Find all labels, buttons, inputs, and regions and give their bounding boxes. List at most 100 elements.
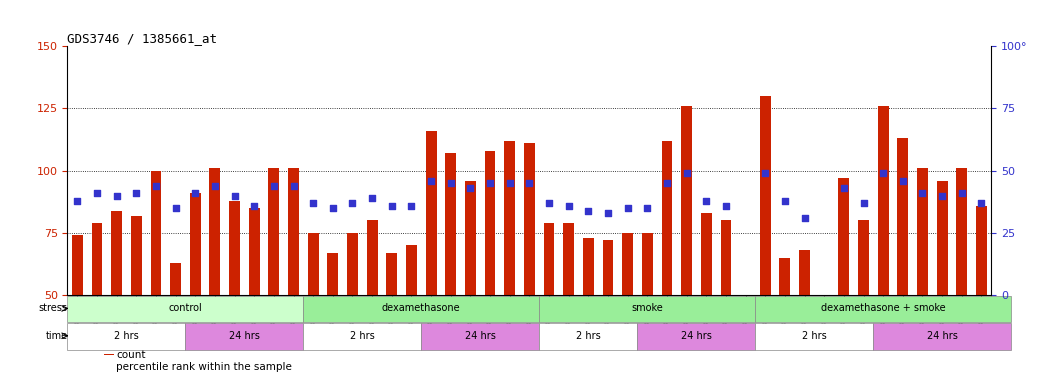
Bar [445, 153, 456, 295]
Point [954, 190, 971, 196]
Bar [681, 106, 692, 295]
Text: percentile rank within the sample: percentile rank within the sample [116, 362, 292, 372]
Bar [936, 180, 948, 295]
Bar [564, 223, 574, 295]
Bar [756, 296, 1011, 322]
Text: 2 hrs: 2 hrs [576, 331, 601, 341]
Text: control: control [168, 303, 202, 313]
Text: stress: stress [38, 303, 67, 313]
Point [776, 197, 793, 204]
Bar [898, 138, 908, 295]
Bar [249, 208, 260, 295]
Bar [131, 215, 141, 295]
Point [187, 190, 203, 196]
Bar [661, 141, 673, 295]
Bar [878, 106, 889, 295]
Bar [170, 263, 181, 295]
Point [69, 197, 85, 204]
Point [895, 177, 911, 184]
Bar [524, 143, 535, 295]
Bar [760, 96, 770, 295]
Point [108, 192, 125, 199]
Bar [485, 151, 495, 295]
Point [501, 180, 518, 186]
Bar [210, 168, 220, 295]
Text: count: count [116, 349, 145, 359]
Bar [366, 220, 378, 295]
Bar [780, 258, 790, 295]
Bar [303, 323, 421, 349]
Point [403, 202, 419, 209]
Bar [111, 210, 122, 295]
Bar [976, 205, 987, 295]
Bar [637, 323, 756, 349]
Bar [603, 240, 613, 295]
Text: GDS3746 / 1385661_at: GDS3746 / 1385661_at [67, 32, 218, 45]
Text: 2 hrs: 2 hrs [350, 331, 375, 341]
Point [678, 170, 694, 176]
Point [541, 200, 557, 206]
Bar [386, 253, 398, 295]
Point [128, 190, 144, 196]
Point [796, 215, 813, 221]
Point [462, 185, 479, 191]
Point [737, 305, 754, 311]
Point [147, 182, 164, 189]
Point [580, 207, 597, 214]
Bar [756, 323, 873, 349]
Bar [583, 238, 594, 295]
Bar [465, 180, 475, 295]
Bar [303, 296, 539, 322]
Text: dexamethasone + smoke: dexamethasone + smoke [821, 303, 946, 313]
Bar [67, 323, 186, 349]
Bar [151, 170, 161, 295]
Point [974, 200, 990, 206]
Point [167, 205, 184, 211]
Bar [105, 354, 114, 355]
Bar [622, 233, 633, 295]
Point [246, 202, 263, 209]
Point [600, 210, 617, 216]
Bar [701, 213, 712, 295]
Bar [504, 141, 515, 295]
Point [266, 182, 282, 189]
Point [561, 202, 577, 209]
Text: 2 hrs: 2 hrs [802, 331, 826, 341]
Bar [186, 323, 303, 349]
Bar [918, 168, 928, 295]
Bar [539, 296, 756, 322]
Point [934, 192, 951, 199]
Point [207, 182, 223, 189]
Point [659, 180, 676, 186]
Point [325, 205, 342, 211]
Point [639, 205, 656, 211]
Bar [67, 296, 303, 322]
Point [422, 177, 439, 184]
Bar [426, 131, 437, 295]
Bar [799, 250, 810, 295]
Bar [229, 200, 240, 295]
Point [757, 170, 773, 176]
Point [482, 180, 498, 186]
Point [620, 205, 636, 211]
Point [345, 200, 361, 206]
Point [717, 202, 734, 209]
Bar [269, 168, 279, 295]
Text: 24 hrs: 24 hrs [465, 331, 496, 341]
Bar [956, 168, 967, 295]
Bar [641, 233, 653, 295]
Bar [720, 220, 732, 295]
Point [305, 200, 322, 206]
Point [855, 200, 872, 206]
Text: dexamethasone: dexamethasone [382, 303, 461, 313]
Text: 24 hrs: 24 hrs [229, 331, 260, 341]
Point [285, 182, 302, 189]
Bar [544, 223, 554, 295]
Point [875, 170, 892, 176]
Bar [72, 235, 83, 295]
Text: 2 hrs: 2 hrs [114, 331, 139, 341]
Point [383, 202, 400, 209]
Text: time: time [46, 331, 67, 341]
Bar [307, 233, 319, 295]
Bar [327, 253, 338, 295]
